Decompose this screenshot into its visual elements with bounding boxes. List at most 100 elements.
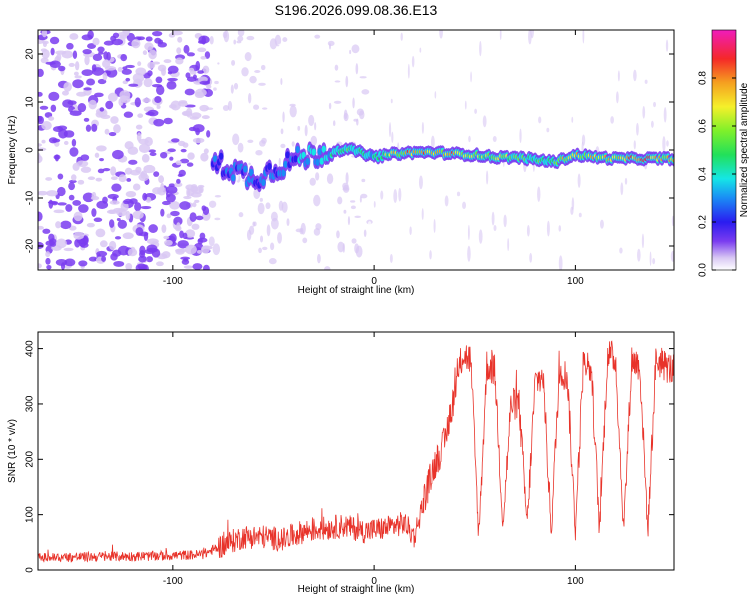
spectrogram-noise-blob [91, 191, 97, 200]
spectrogram-noise-blob [41, 139, 46, 144]
spectrogram-noise-blob [137, 113, 144, 118]
spectrogram-noise-blob [253, 104, 260, 110]
spectrogram-noise-blob [183, 44, 190, 54]
spectrogram-noise-blob [162, 200, 171, 206]
spectrogram-noise-blob [337, 241, 345, 253]
spectrogram-ridge-core [306, 159, 310, 164]
spectrogram-noise-blob [50, 104, 57, 112]
spectrogram-noise-blob [421, 208, 424, 221]
spectrogram-noise-blob [55, 221, 62, 229]
spectrogram-noise-blob [65, 204, 73, 212]
spectrogram-noise-blob [270, 242, 275, 251]
spectrogram-noise-blob [102, 59, 111, 68]
spectrogram-noise-blob [280, 78, 283, 86]
spectrogram-noise-blob [55, 259, 68, 266]
spectrogram-noise-blob [317, 253, 321, 264]
spectrogram-noise-blob [49, 36, 60, 45]
spectrogram-noise-blob [81, 69, 94, 76]
spectrogram-noise-blob [142, 97, 151, 103]
spectrogram-noise-blob [493, 225, 497, 231]
spectrogram-noise-blob [334, 80, 341, 83]
spectrogram-noise-blob [56, 186, 66, 197]
spectrogram-ridge-core [249, 170, 253, 175]
spectrogram-noise-blob [433, 219, 436, 233]
spectrogram-noise-blob [467, 245, 471, 262]
spectrogram-noise-blob [167, 148, 176, 153]
spectrogram-noise-blob [127, 146, 139, 155]
spectrogram-noise-blob [474, 108, 477, 114]
spectrogram-noise-blob [80, 154, 90, 161]
spectrogram-noise-blob [336, 230, 340, 239]
spectrogram-noise-blob [220, 88, 228, 94]
spectrogram-noise-blob [526, 225, 530, 237]
spectrogram-noise-blob [265, 202, 271, 210]
spectrogram-noise-blob [146, 244, 158, 253]
spectrogram-noise-blob [160, 151, 168, 159]
spectrogram-noise-blob [78, 204, 89, 213]
spectrogram-noise-blob [69, 179, 77, 184]
spectrogram-noise-blob [327, 40, 335, 46]
spectrogram-noise-blob [189, 70, 197, 75]
spectrogram-noise-blob [223, 30, 230, 43]
spectrogram-noise-blob [208, 200, 217, 208]
snr-y-tick-label: 400 [25, 340, 36, 357]
spectrogram-noise-blob [142, 50, 148, 56]
spectrogram-noise-blob [248, 162, 251, 166]
spectrogram-x-axis-label: Height of straight line (km) [298, 285, 415, 296]
spectrogram-noise-blob [195, 60, 201, 71]
spectrogram-noise-blob [110, 116, 119, 124]
spectrogram-noise-blob [91, 123, 98, 132]
spectrogram-noise-blob [199, 232, 206, 240]
spectrogram-noise-blob [177, 101, 188, 107]
spectrogram-noise-blob [633, 140, 636, 150]
spectrogram-noise-blob [91, 64, 97, 72]
spectrogram-noise-blob [99, 107, 105, 112]
spectrogram-noise-blob [238, 212, 244, 218]
spectrogram-noise-blob [142, 192, 148, 201]
spectrogram-noise-blob [470, 71, 472, 83]
spectrogram-noise-blob [666, 140, 669, 147]
spectrogram-noise-blob [38, 68, 44, 78]
spectrogram-noise-blob [77, 179, 85, 185]
spectrogram-ridge-core [261, 180, 266, 185]
spectrogram-noise-blob [125, 263, 133, 270]
spectrogram-noise-blob [247, 139, 254, 143]
spectrogram-noise-blob [201, 205, 207, 212]
spectrogram-noise-blob [38, 263, 42, 269]
spectrogram-noise-blob [280, 128, 284, 135]
spectrogram-noise-blob [615, 91, 619, 104]
colorbar-frame [711, 29, 737, 271]
spectrogram-noise-blob [38, 143, 42, 147]
spectrogram-noise-blob [86, 222, 95, 228]
spectrogram-noise-blob [110, 166, 117, 176]
spectrogram-noise-blob [182, 142, 189, 148]
spectrogram-noise-blob [92, 37, 100, 46]
spectrogram-ridge-core [294, 157, 298, 161]
spectrogram-noise-blob [619, 247, 623, 254]
spectrogram-noise-blob [135, 124, 143, 130]
spectrogram-noise-blob [102, 168, 111, 172]
spectrogram-noise-blob [163, 239, 173, 246]
spectrogram-noise-blob [152, 31, 163, 37]
spectrogram-noise-blob [485, 170, 489, 185]
spectrogram-noise-blob [212, 243, 221, 256]
spectrogram-noise-blob [113, 260, 125, 267]
spectrogram-noise-blob [192, 202, 197, 208]
spectrogram-noise-blob [38, 154, 43, 164]
spectrogram-noise-blob [146, 256, 153, 263]
spectrogram-noise-blob [507, 238, 510, 251]
spectrogram-noise-blob [143, 78, 153, 88]
spectrogram-noise-blob [94, 92, 104, 98]
spectrogram-noise-blob [154, 96, 162, 103]
spectrogram-noise-blob [662, 136, 666, 152]
spectrogram-noise-blob [581, 134, 586, 146]
spectrogram-noise-blob [132, 210, 144, 220]
spectrogram-noise-blob [670, 250, 674, 262]
spectrogram-noise-blob [282, 111, 285, 123]
spectrogram-noise-blob [168, 104, 177, 109]
spectrogram-noise-blob [286, 218, 290, 227]
spectrogram-noise-blob [137, 61, 142, 67]
spectrogram-noise-blob [48, 91, 60, 102]
spectrogram-noise-blob [278, 200, 284, 211]
